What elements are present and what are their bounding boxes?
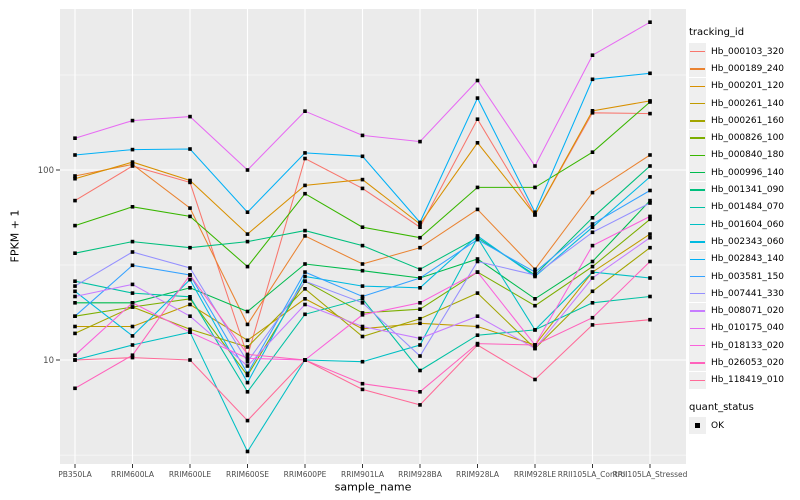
x-tick-label: RRIM928LA xyxy=(456,470,500,479)
legend-key-line xyxy=(689,146,706,164)
legend-title-tracking-id: tracking_id xyxy=(689,27,745,38)
legend-item: Hb_001341_090 xyxy=(689,181,800,199)
legend-item-label: Hb_000996_140 xyxy=(711,167,785,178)
legend-item: Hb_001604_060 xyxy=(689,216,800,234)
legend-key-line xyxy=(689,268,706,285)
legend-item: Hb_003581_150 xyxy=(689,268,800,285)
series-points-Hb_007441_330 xyxy=(73,201,652,364)
legend-key-line xyxy=(689,112,706,130)
legend-items-tracking-id: Hb_000103_320 Hb_000189_240 Hb_000201_120 H… xyxy=(689,43,800,389)
legend-key-line xyxy=(689,233,706,251)
legend-item-label: Hb_000826_100 xyxy=(711,133,785,144)
series-points-Hb_002843_140 xyxy=(73,71,652,225)
legend-item: Hb_000996_140 xyxy=(689,164,800,182)
legend-item: Hb_002343_060 xyxy=(689,233,800,251)
legend-key-line xyxy=(689,43,706,61)
legend-item-label: Hb_118419_010 xyxy=(711,375,785,386)
series-points-Hb_010175_040 xyxy=(73,20,652,172)
legend-item-label: Hb_026053_020 xyxy=(711,357,785,368)
legend-item: Hb_010175_040 xyxy=(689,319,800,337)
legend-item-label: OK xyxy=(711,420,724,431)
legend-item-label: Hb_008071_020 xyxy=(711,306,785,317)
x-axis-title: sample_name xyxy=(334,480,412,494)
legend-item-label: Hb_000261_140 xyxy=(711,98,785,109)
y-tick-label: 100 xyxy=(38,166,54,176)
legend-item-label: Hb_007441_330 xyxy=(711,288,785,299)
legend-key-line xyxy=(689,371,706,389)
legend-item: Hb_000103_320 xyxy=(689,43,800,61)
legend-title-quant-status: quant_status xyxy=(689,401,754,413)
series-points-Hb_118419_010 xyxy=(73,317,652,423)
series-points-Hb_000189_240 xyxy=(73,153,652,327)
legend-item-label: Hb_000103_320 xyxy=(711,46,785,57)
legend-item: Hb_000201_120 xyxy=(689,77,800,95)
legend-item-label: Hb_001341_090 xyxy=(711,185,785,196)
x-tick-label: RRIM901LA xyxy=(341,470,385,479)
legend-key-line xyxy=(689,95,706,113)
legend-item: Hb_000840_180 xyxy=(689,146,800,164)
x-tick-label: RRIM928LE xyxy=(514,470,557,479)
legend-key-line xyxy=(689,354,706,372)
legend-item-label: Hb_000261_160 xyxy=(711,115,785,126)
series-points-Hb_000840_180 xyxy=(73,100,652,269)
legend-item-label: Hb_002843_140 xyxy=(711,254,785,265)
legend-items-quant-status: OK xyxy=(689,417,800,435)
legend-item: Hb_000189_240 xyxy=(689,60,800,78)
legend-item-label: Hb_010175_040 xyxy=(711,323,785,334)
legend-item-label: Hb_000840_180 xyxy=(711,150,785,161)
legend-item: Hb_118419_010 xyxy=(689,371,800,389)
axis-ticks-and-labels: 100 10 PB350LA RRIM600LA RRIM600LE RRIM600SE R… xyxy=(38,166,688,479)
legend: tracking_id Hb_000103_320 Hb_000189_240 Hb… xyxy=(689,27,800,435)
legend-item: Hb_002843_140 xyxy=(689,250,800,268)
legend-key-line xyxy=(689,337,706,355)
legend-key-point xyxy=(689,417,706,435)
square-point-icon xyxy=(695,423,700,428)
legend-key-line xyxy=(689,164,706,182)
x-tick-label: RRII105LA_Stressed xyxy=(613,470,688,479)
legend-key-line xyxy=(689,216,706,234)
legend-key-line xyxy=(689,198,706,216)
series-points-Hb_008071_020 xyxy=(73,235,652,368)
legend-key-line xyxy=(689,129,706,147)
legend-key-line xyxy=(689,181,706,199)
legend-item: Hb_007441_330 xyxy=(689,285,800,303)
x-tick-label: RRIM600LE xyxy=(169,470,212,479)
x-tick-label: RRIM600SE xyxy=(226,470,269,479)
legend-item-quant: OK xyxy=(689,417,800,435)
legend-item: Hb_000826_100 xyxy=(689,129,800,147)
y-tick-label: 10 xyxy=(43,356,54,366)
legend-item-label: Hb_018133_020 xyxy=(711,340,785,351)
legend-item: Hb_001484_070 xyxy=(689,198,800,216)
legend-item: Hb_000261_140 xyxy=(689,95,800,113)
legend-key-line xyxy=(689,60,706,78)
legend-item: Hb_018133_020 xyxy=(689,337,800,355)
x-tick-label: PB350LA xyxy=(58,470,92,479)
x-tick-label: RRIM928BA xyxy=(398,470,443,479)
legend-item-label: Hb_001604_060 xyxy=(711,219,785,230)
x-tick-label: RRIM600LA xyxy=(111,470,155,479)
legend-key-line xyxy=(689,250,706,268)
legend-item-label: Hb_002343_060 xyxy=(711,236,785,247)
legend-key-line xyxy=(689,77,706,95)
legend-item-label: Hb_003581_150 xyxy=(711,271,785,282)
legend-item: Hb_026053_020 xyxy=(689,354,800,372)
y-axis-title: FPKM + 1 xyxy=(8,209,22,263)
legend-key-line xyxy=(689,319,706,337)
legend-item-label: Hb_000201_120 xyxy=(711,81,785,92)
legend-item: Hb_000261_160 xyxy=(689,112,800,130)
legend-key-line xyxy=(689,285,706,303)
legend-item-label: Hb_000189_240 xyxy=(711,63,785,74)
legend-item: Hb_008071_020 xyxy=(689,302,800,320)
legend-key-line xyxy=(689,302,706,320)
x-tick-label: RRII105LA_Control xyxy=(558,470,628,479)
legend-item-label: Hb_001484_070 xyxy=(711,202,785,213)
x-tick-label: RRIM600PE xyxy=(284,470,327,479)
